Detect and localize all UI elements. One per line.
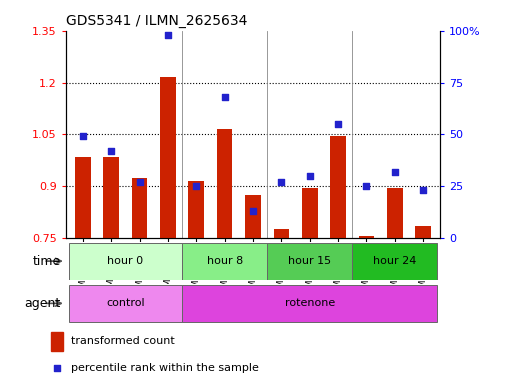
Point [305, 173, 313, 179]
Bar [351, 243, 436, 280]
Bar [330, 136, 345, 238]
Bar [182, 285, 436, 322]
Point [164, 32, 172, 38]
Point [220, 94, 228, 100]
Point [362, 183, 370, 189]
Point [248, 208, 257, 214]
Point [79, 133, 87, 139]
Point [333, 121, 341, 127]
Bar [267, 243, 351, 280]
Point [418, 187, 426, 194]
Bar [188, 181, 204, 238]
Text: time: time [32, 255, 61, 268]
Bar [415, 226, 430, 238]
Text: transformed count: transformed count [71, 336, 174, 346]
Text: hour 8: hour 8 [206, 256, 242, 266]
Point [107, 148, 115, 154]
Bar [386, 188, 402, 238]
Point [135, 179, 143, 185]
Bar [301, 188, 317, 238]
Text: hour 0: hour 0 [107, 256, 143, 266]
Bar [69, 285, 182, 322]
Bar [273, 230, 288, 238]
Bar [182, 243, 267, 280]
Point [277, 179, 285, 185]
Text: rotenone: rotenone [284, 298, 334, 308]
Bar [358, 237, 374, 238]
Text: agent: agent [24, 297, 61, 310]
Text: control: control [106, 298, 144, 308]
Bar [245, 195, 260, 238]
Text: hour 24: hour 24 [372, 256, 416, 266]
Text: percentile rank within the sample: percentile rank within the sample [71, 363, 258, 373]
Text: hour 15: hour 15 [288, 256, 331, 266]
Bar [217, 129, 232, 238]
Bar [69, 243, 182, 280]
Bar [131, 178, 147, 238]
Text: GDS5341 / ILMN_2625634: GDS5341 / ILMN_2625634 [66, 14, 246, 28]
Bar [75, 157, 90, 238]
Point [390, 169, 398, 175]
Bar [160, 78, 175, 238]
Point [192, 183, 200, 189]
Bar [103, 157, 119, 238]
Bar [50, 332, 63, 351]
